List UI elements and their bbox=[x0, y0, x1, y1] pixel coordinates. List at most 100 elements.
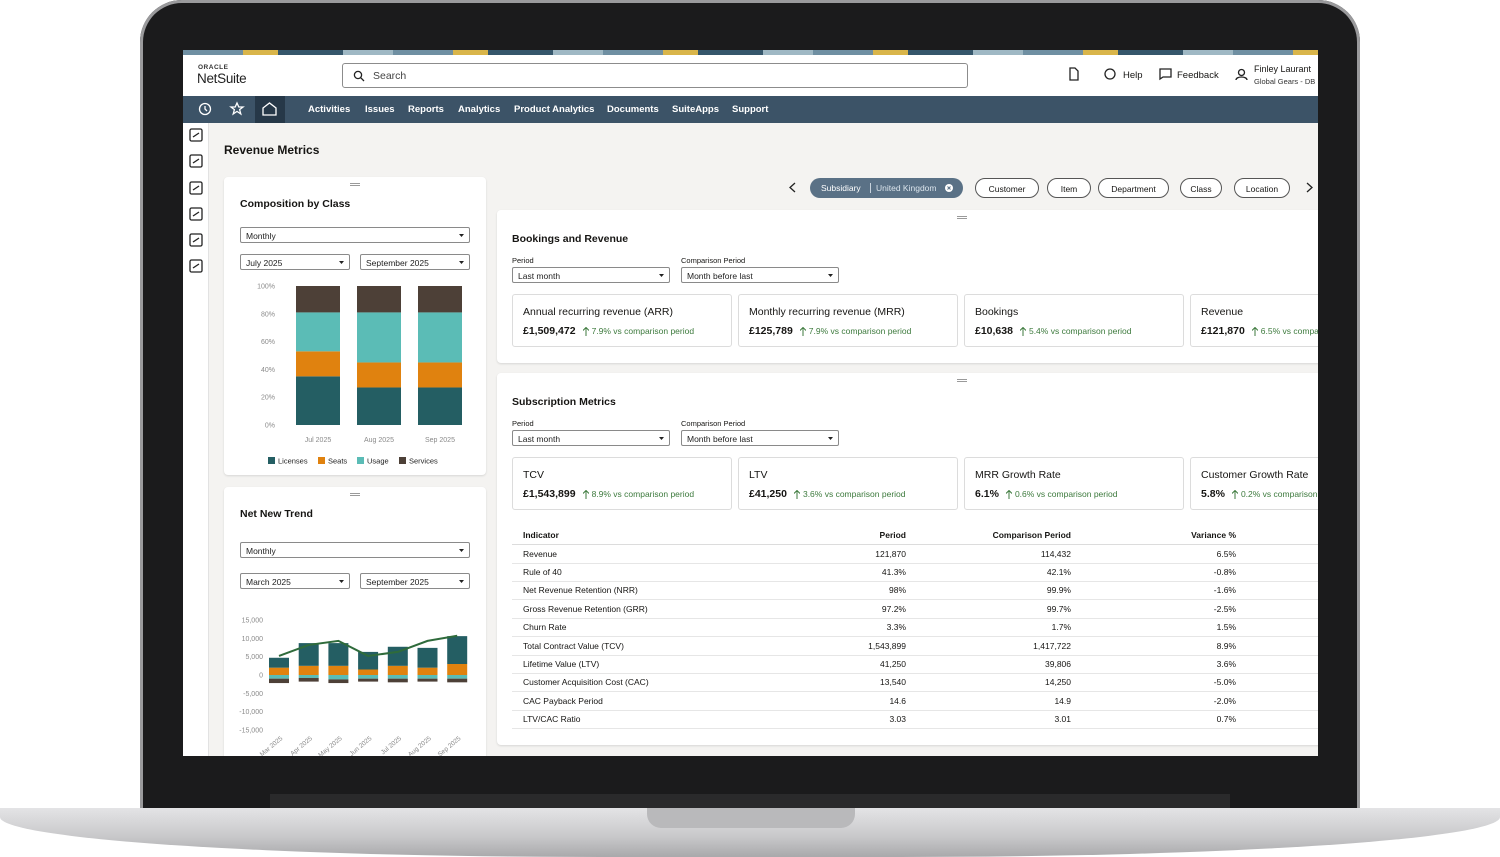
kpi-tile: Revenue £121,870 6.5% vs comparison period bbox=[1190, 294, 1318, 347]
table-rule bbox=[512, 544, 1318, 545]
bar-segment bbox=[358, 651, 379, 670]
x-tick-label: Aug 2025 bbox=[407, 735, 433, 756]
kpi-change: 0.2% vs comparison period bbox=[1240, 489, 1318, 499]
home-icon-part bbox=[262, 102, 277, 116]
table-cell: 42.1% bbox=[1046, 566, 1071, 577]
sidebar-icon[interactable] bbox=[189, 233, 203, 247]
caret bbox=[459, 234, 464, 237]
page-title: Revenue Metrics bbox=[224, 143, 320, 157]
sidebar-icon-part bbox=[189, 233, 203, 247]
y-tick-label: 20% bbox=[261, 395, 275, 402]
filter-pill[interactable]: Location bbox=[1234, 178, 1290, 198]
nav-item[interactable]: Activities bbox=[308, 104, 351, 115]
user-icon[interactable] bbox=[1235, 68, 1248, 81]
table-cell: 14.9 bbox=[1054, 695, 1071, 706]
field-label: Comparison Period bbox=[681, 256, 746, 265]
kpi-tile: Monthly recurring revenue (MRR) £125,789 7… bbox=[738, 294, 958, 347]
filter-pill[interactable]: Customer bbox=[975, 178, 1039, 198]
caret bbox=[459, 261, 464, 264]
scroll-right[interactable] bbox=[1306, 182, 1313, 193]
kpi-tile: Annual recurring revenue (ARR) £1,509,472… bbox=[512, 294, 732, 347]
bar-segment bbox=[417, 647, 438, 668]
comparison-select[interactable]: Month before last bbox=[681, 267, 839, 283]
user-account[interactable]: Global Gears - DB bbox=[1254, 77, 1316, 86]
table-cell: 99.9% bbox=[1046, 585, 1071, 596]
interval-select[interactable]: Monthly bbox=[240, 227, 470, 243]
bar-segment bbox=[358, 675, 379, 679]
nav-item[interactable]: Reports bbox=[408, 104, 444, 115]
table-rule bbox=[512, 709, 1318, 711]
y-tick-label: 0 bbox=[259, 673, 263, 680]
sidebar-icon-part bbox=[189, 154, 203, 168]
kpi-row: £125,789 7.9% vs comparison period bbox=[749, 324, 957, 338]
table-cell: 121,870 bbox=[875, 548, 906, 559]
filter-pill[interactable]: Class bbox=[1180, 178, 1222, 198]
bar-segment bbox=[296, 286, 340, 313]
filter-value: United Kingdom bbox=[876, 183, 937, 193]
up-arrow bbox=[1251, 326, 1258, 336]
filter-pill-active[interactable]: Subsidiary United Kingdom bbox=[810, 178, 963, 198]
kpi-change: 7.9% vs comparison period bbox=[808, 326, 912, 336]
to-select[interactable]: September 2025 bbox=[360, 573, 470, 589]
sidebar-icon[interactable] bbox=[189, 154, 203, 168]
nav-item[interactable]: Documents bbox=[607, 104, 659, 115]
user-name[interactable]: Finley Laurant bbox=[1254, 64, 1312, 74]
table-cell: 97.2% bbox=[881, 603, 906, 614]
caret bbox=[339, 261, 344, 264]
document-icon-part bbox=[1069, 67, 1079, 81]
table-cell: 8.9% bbox=[1216, 640, 1236, 651]
recent-icon[interactable] bbox=[198, 102, 212, 116]
table-rule bbox=[512, 636, 1318, 638]
bar-segment bbox=[298, 675, 319, 678]
caret-part bbox=[459, 234, 464, 237]
legend-swatch bbox=[268, 457, 275, 464]
comparison-select-value: Month before last bbox=[687, 434, 753, 444]
interval-select[interactable]: Monthly bbox=[240, 542, 470, 558]
nav-item[interactable]: Product Analytics bbox=[514, 104, 595, 115]
bar-segment bbox=[328, 665, 349, 675]
period-select[interactable]: Last month bbox=[512, 267, 670, 283]
period-select[interactable]: Last month bbox=[512, 430, 670, 446]
legend-label: Seats bbox=[328, 457, 347, 466]
sidebar-icon[interactable] bbox=[189, 259, 203, 273]
favorites-icon[interactable] bbox=[229, 101, 245, 116]
caret bbox=[659, 274, 664, 277]
to-select[interactable]: September 2025 bbox=[360, 254, 470, 270]
nav-item[interactable]: SuiteApps bbox=[672, 104, 719, 115]
table-cell: 0.7% bbox=[1216, 714, 1236, 725]
table-cell: 41.3% bbox=[881, 566, 906, 577]
brand: ORACLE bbox=[198, 64, 229, 71]
search-placeholder: Search bbox=[373, 70, 407, 82]
comparison-select[interactable]: Month before last bbox=[681, 430, 839, 446]
kpi-label: MRR Growth Rate bbox=[975, 469, 1061, 481]
filter-label: Customer bbox=[988, 183, 1026, 194]
document-icon[interactable] bbox=[1069, 67, 1079, 81]
x-tick-label: Sep 2025 bbox=[437, 735, 463, 756]
bar-segment bbox=[357, 286, 401, 313]
search-box[interactable]: Search bbox=[342, 63, 968, 88]
filter-pill[interactable]: Department bbox=[1098, 178, 1169, 198]
help-icon[interactable] bbox=[1104, 68, 1116, 80]
table-cell: Revenue bbox=[523, 548, 558, 559]
feedback-link[interactable]: Feedback bbox=[1177, 70, 1219, 81]
scroll-left[interactable] bbox=[789, 182, 796, 193]
filter-pill[interactable]: Item bbox=[1047, 178, 1091, 198]
x-tick-label: Mar 2025 bbox=[259, 735, 285, 756]
home-icon[interactable] bbox=[262, 102, 277, 116]
sidebar-icon[interactable] bbox=[189, 128, 203, 142]
bar-segment bbox=[447, 664, 468, 675]
feedback-icon[interactable] bbox=[1159, 68, 1172, 81]
nav-item[interactable]: Support bbox=[732, 104, 769, 115]
table-header: Comparison Period bbox=[992, 530, 1071, 540]
drag-handle bbox=[957, 216, 967, 219]
from-select[interactable]: July 2025 bbox=[240, 254, 350, 270]
nav-item[interactable]: Issues bbox=[365, 104, 395, 115]
kpi-value: £121,870 bbox=[1201, 325, 1245, 337]
x-tick-label: Apr 2025 bbox=[289, 735, 314, 756]
nav-item[interactable]: Analytics bbox=[458, 104, 501, 115]
sidebar-icon[interactable] bbox=[189, 181, 203, 195]
sidebar-icon[interactable] bbox=[189, 207, 203, 221]
help-link[interactable]: Help bbox=[1123, 70, 1143, 81]
from-select[interactable]: March 2025 bbox=[240, 573, 350, 589]
home-tab[interactable] bbox=[255, 96, 285, 123]
